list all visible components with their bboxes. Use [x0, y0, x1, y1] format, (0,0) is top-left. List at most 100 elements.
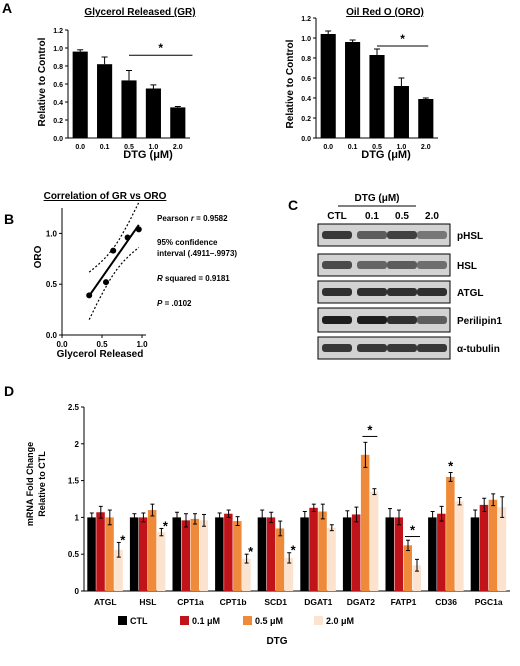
glycerol-ytick-label: 0.4 — [53, 100, 63, 107]
blot-band — [417, 261, 447, 269]
mrna-significance-star: * — [410, 523, 416, 538]
correlation-chart: Correlation of GR vs ORO ORO Glycerol Re… — [33, 191, 237, 360]
mrna-bar — [369, 491, 379, 591]
mrna-bar — [215, 517, 224, 591]
mrna-significance-star: * — [248, 544, 254, 559]
mrna-xtick-label: CPT1a — [177, 597, 204, 607]
mrna-bar — [455, 501, 464, 591]
mrna-significance-star: * — [367, 422, 373, 437]
glycerol-chart-xlabel: DTG (μM) — [123, 149, 173, 161]
mrna-bar — [138, 517, 148, 591]
oro-bar — [345, 42, 361, 138]
oro-bar — [393, 86, 409, 138]
mrna-significance-star: * — [291, 543, 297, 558]
oro-ytick-label: 0.4 — [301, 96, 311, 103]
blot-row-label: α-tubulin — [457, 344, 500, 355]
oro-xtick-label: 1.0 — [397, 144, 407, 151]
glycerol-ytick-label: 0.2 — [53, 118, 63, 125]
mrna-xtick-label: DGAT1 — [304, 597, 332, 607]
mrna-significance-star: * — [448, 459, 454, 474]
mrna-chart-xlabel: DTG — [266, 636, 287, 647]
mrna-xtick-label: CD36 — [435, 597, 457, 607]
regression-line — [88, 224, 140, 297]
correlation-point — [103, 279, 109, 286]
oro-significance-star: * — [400, 32, 405, 46]
blot-header: DTG (μM) — [355, 193, 400, 204]
oro-xtick-label: 0.5 — [372, 144, 382, 151]
mrna-bar — [437, 513, 446, 591]
correlation-point — [124, 234, 131, 241]
mrna-bar — [224, 513, 233, 591]
oro-xtick-label: 0.1 — [348, 144, 358, 151]
oro-bar — [320, 34, 336, 138]
oro-ytick-label: 1.2 — [301, 16, 311, 23]
mrna-bar — [199, 520, 208, 591]
oro-chart-title: Oil Red O (ORO) — [346, 7, 424, 18]
correlation-ytick-label: 0.0 — [46, 331, 58, 340]
mrna-legend-label: 2.0 μM — [326, 616, 354, 626]
blot-band — [322, 288, 352, 296]
glycerol-xtick-label: 0.0 — [75, 144, 85, 151]
p-value-stat: P = .0102 — [157, 299, 192, 308]
mrna-bar — [266, 517, 276, 591]
glycerol-bar — [145, 88, 161, 138]
mrna-bar — [284, 557, 294, 591]
correlation-xtick-label: 1.0 — [136, 340, 148, 349]
blot-row-label: Perilipin1 — [457, 316, 502, 327]
correlation-chart-ylabel: ORO — [33, 245, 44, 268]
panel-label-b: B — [4, 211, 14, 227]
glycerol-xtick-label: 2.0 — [173, 144, 183, 151]
oro-ytick-label: 0.0 — [301, 136, 311, 143]
blot-band — [357, 288, 387, 296]
mrna-bar — [394, 517, 403, 591]
mrna-bar — [403, 545, 412, 591]
mrna-xtick-label: FATP1 — [391, 597, 417, 607]
mrna-bar — [129, 517, 139, 591]
oro-bar — [369, 55, 385, 138]
correlation-point — [110, 247, 117, 254]
glycerol-bar — [121, 80, 137, 138]
panel-label-a: A — [2, 0, 12, 16]
mrna-xtick-label: ATGL — [94, 597, 117, 607]
correlation-point — [135, 226, 142, 233]
mrna-ytick-label: 2 — [75, 440, 80, 449]
mrna-xtick-label: DGAT2 — [347, 597, 375, 607]
mrna-xtick-label: HSL — [139, 597, 156, 607]
mrna-ytick-label: 2.5 — [68, 403, 80, 412]
glycerol-ytick-label: 1.2 — [53, 28, 63, 35]
mrna-bar — [242, 558, 251, 591]
panel-label-d: D — [4, 383, 14, 399]
mrna-bar — [114, 549, 123, 591]
glycerol-bar — [72, 51, 88, 138]
blot-band — [417, 344, 447, 352]
mrna-bar — [87, 517, 96, 591]
mrna-bar — [105, 517, 114, 591]
oro-chart-xlabel: DTG (μM) — [361, 149, 411, 161]
glycerol-xtick-label: 0.5 — [124, 144, 134, 151]
mrna-bar — [351, 514, 361, 591]
blot-column-label: 0.5 — [395, 211, 409, 222]
mrna-bar — [181, 520, 190, 591]
mrna-legend-swatch — [118, 616, 127, 625]
mrna-fold-change-chart: mRNA Fold Change Relative to CTL DTG 0 0.… — [25, 403, 510, 647]
oro-xtick-label: 0.0 — [323, 144, 333, 151]
glycerol-bar — [170, 107, 186, 138]
glycerol-ytick-label: 0.8 — [53, 64, 63, 71]
pearson-stat: Pearson r = 0.9582 — [157, 214, 228, 223]
mrna-bar — [342, 517, 352, 591]
mrna-bar — [147, 510, 157, 591]
mrna-bar — [318, 511, 327, 591]
glycerol-significance-star: * — [158, 41, 163, 55]
blot-band — [387, 231, 417, 239]
mrna-bar — [385, 517, 394, 591]
glycerol-ytick-label: 1.0 — [53, 46, 63, 53]
mrna-bar — [470, 517, 480, 591]
oro-xtick-label: 2.0 — [421, 144, 431, 151]
mrna-ytick-label: 1.5 — [68, 477, 80, 486]
confidence-interval-line1: 95% confidence — [157, 238, 218, 247]
blot-row-label: pHSL — [457, 231, 483, 242]
blot-band — [417, 231, 447, 239]
glycerol-chart-title: Glycerol Released (GR) — [84, 7, 195, 18]
mrna-bar — [488, 499, 498, 591]
